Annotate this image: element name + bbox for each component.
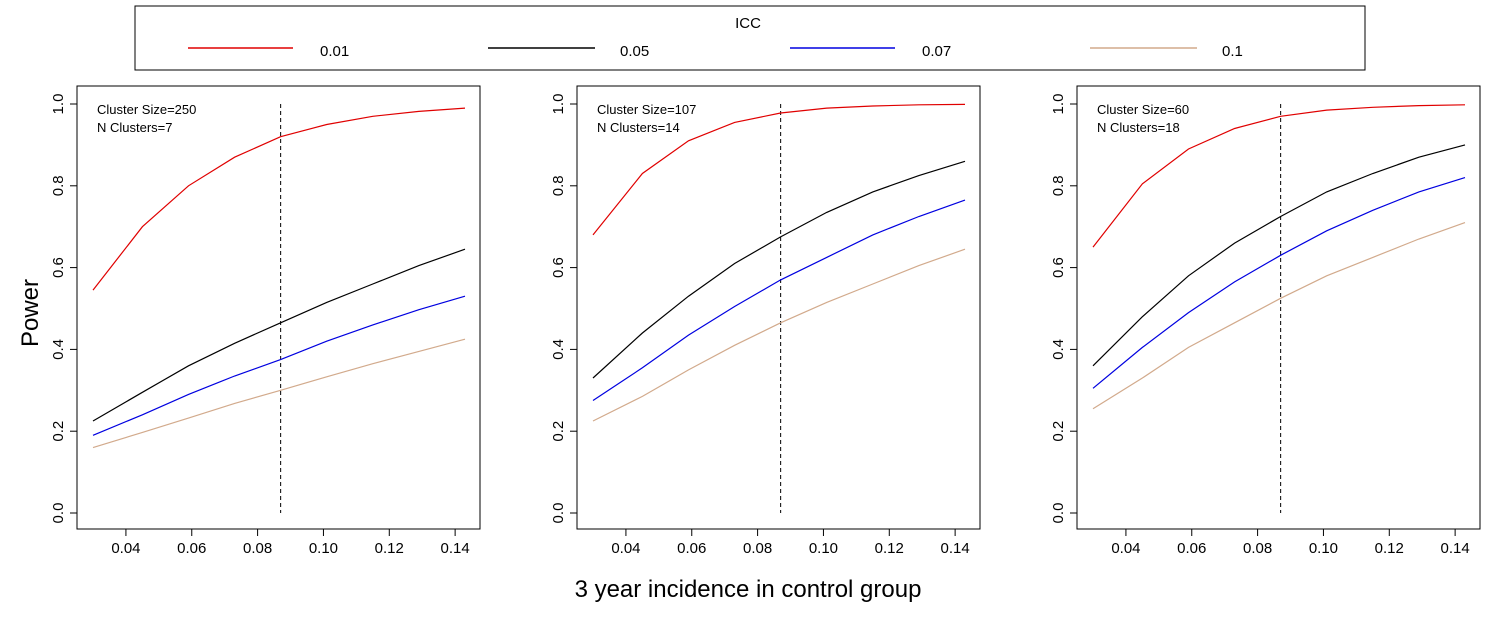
x-tick-label: 0.04 xyxy=(611,540,640,557)
x-tick-label: 0.10 xyxy=(309,540,338,557)
y-tick-label: 1.0 xyxy=(50,94,67,115)
series-line-icc-0-1 xyxy=(92,338,466,449)
plot-frame xyxy=(76,85,481,530)
x-tick-label: 0.12 xyxy=(875,540,904,557)
y-tick-label: 0.8 xyxy=(50,175,67,196)
series-line-icc-0-1 xyxy=(1092,222,1466,410)
legend-box xyxy=(134,5,1366,71)
series-line-icc-0-05 xyxy=(1092,144,1466,367)
x-tick-label: 0.06 xyxy=(1177,540,1206,557)
y-tick-label: 0.6 xyxy=(1050,257,1067,278)
series-line-icc-0-01 xyxy=(1092,104,1466,248)
x-tick-label: 0.06 xyxy=(677,540,706,557)
panel-annotation: N Clusters=7 xyxy=(97,120,173,135)
x-tick-label: 0.08 xyxy=(743,540,772,557)
series-line-icc-0-01 xyxy=(592,103,966,236)
panel-annotation: N Clusters=14 xyxy=(597,120,680,135)
x-tick-label: 0.04 xyxy=(111,540,140,557)
series-line-icc-0-07 xyxy=(1092,177,1466,389)
x-tick-label: 0.06 xyxy=(177,540,206,557)
y-tick-label: 0.6 xyxy=(550,257,567,278)
y-tick-label: 0.4 xyxy=(50,339,67,360)
panel-annotation: Cluster Size=107 xyxy=(597,102,696,117)
legend-label-0: 0.01 xyxy=(320,43,349,60)
x-tick-label: 0.08 xyxy=(243,540,272,557)
y-tick-label: 0.2 xyxy=(550,421,567,442)
y-tick-label: 0.8 xyxy=(1050,175,1067,196)
y-tick-label: 0.2 xyxy=(1050,421,1067,442)
panel-1: 0.0 0.2 0.4 0.6 0.8 1.0 0.04 0.06 0.08 0.10 0.12 0.… xyxy=(50,85,481,557)
y-tick-label: 1.0 xyxy=(1050,94,1067,115)
y-tick-label: 0.0 xyxy=(1050,503,1067,524)
panel-annotation: Cluster Size=60 xyxy=(1097,102,1189,117)
plot-frame xyxy=(576,85,981,530)
legend: ICC 0.01 0.05 0.07 0.1 xyxy=(134,5,1366,71)
series-line-icc-0-07 xyxy=(92,295,466,436)
series-line-icc-0-1 xyxy=(592,248,966,422)
x-tick-label: 0.08 xyxy=(1243,540,1272,557)
x-tick-label: 0.10 xyxy=(1309,540,1338,557)
panel-3: 0.0 0.2 0.4 0.6 0.8 1.0 0.04 0.06 0.08 0.10 0.12 0.… xyxy=(1050,85,1481,557)
x-tick-label: 0.10 xyxy=(809,540,838,557)
legend-label-1: 0.05 xyxy=(620,43,649,60)
x-tick-label: 0.12 xyxy=(1375,540,1404,557)
series-line-icc-0-01 xyxy=(92,107,466,291)
legend-title: ICC xyxy=(735,15,761,32)
y-tick-label: 0.4 xyxy=(1050,339,1067,360)
x-tick-label: 0.12 xyxy=(375,540,404,557)
y-tick-label: 0.0 xyxy=(50,503,67,524)
x-tick-label: 0.14 xyxy=(1441,540,1470,557)
y-axis-title: Power xyxy=(17,279,44,347)
series-line-icc-0-05 xyxy=(92,248,466,422)
legend-label-3: 0.1 xyxy=(1222,43,1243,60)
legend-label-2: 0.07 xyxy=(922,43,951,60)
y-tick-label: 0.8 xyxy=(550,175,567,196)
series-line-icc-0-05 xyxy=(592,160,966,379)
y-tick-label: 0.0 xyxy=(550,503,567,524)
y-tick-label: 0.4 xyxy=(550,339,567,360)
panel-annotation: Cluster Size=250 xyxy=(97,102,196,117)
y-tick-label: 0.6 xyxy=(50,257,67,278)
x-tick-label: 0.14 xyxy=(441,540,470,557)
series-line-icc-0-07 xyxy=(592,199,966,402)
y-tick-label: 0.2 xyxy=(50,421,67,442)
plot-frame xyxy=(1076,85,1481,530)
panel-2: 0.0 0.2 0.4 0.6 0.8 1.0 0.04 0.06 0.08 0.10 0.12 0.… xyxy=(550,85,981,557)
x-axis-title: 3 year incidence in control group xyxy=(575,576,922,603)
x-tick-label: 0.04 xyxy=(1111,540,1140,557)
panel-annotation: N Clusters=18 xyxy=(1097,120,1180,135)
panels: 0.0 0.2 0.4 0.6 0.8 1.0 0.04 0.06 0.08 0.10 0.12 0.… xyxy=(50,85,1481,557)
y-tick-label: 1.0 xyxy=(550,94,567,115)
x-tick-label: 0.14 xyxy=(941,540,970,557)
